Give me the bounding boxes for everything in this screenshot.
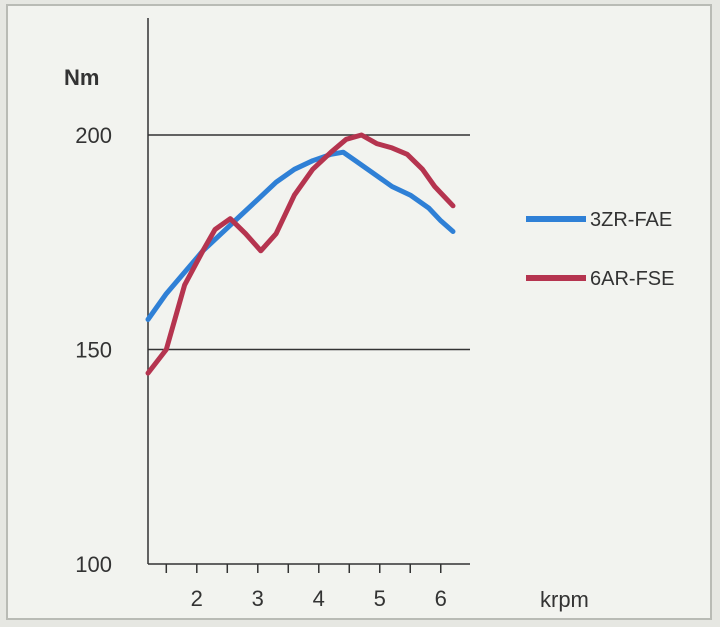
series-line-3zr-fae [145,149,456,322]
y-axis-title: Nm [64,65,99,90]
x-tick-label-6: 6 [435,586,447,611]
series-line-6ar-fse [145,132,456,376]
gridlines [148,134,470,351]
torque-chart: 2 3 4 5 6 100 150 200 3ZR-FAE 6AR-FSE Nm krpm [64,18,674,612]
axes [147,18,470,565]
y-tick-label-100: 100 [75,552,112,577]
chart-frame: 2 3 4 5 6 100 150 200 3ZR-FAE 6AR-FSE Nm krpm [6,4,712,620]
x-tick-label-5: 5 [374,586,386,611]
x-tick-label-3: 3 [252,586,264,611]
series-lines [145,132,456,376]
legend: 3ZR-FAE 6AR-FSE [526,209,674,290]
x-axis-title: krpm [540,587,589,612]
x-tick-label-2: 2 [191,586,203,611]
legend-label-6ar-fse: 6AR-FSE [590,268,674,290]
legend-label-3zr-fae: 3ZR-FAE [590,209,672,231]
y-tick-label-200: 200 [75,123,112,148]
x-tick-label-4: 4 [313,586,325,611]
y-tick-label-150: 150 [75,338,112,363]
ticks: 2 3 4 5 6 100 150 200 [75,123,447,611]
